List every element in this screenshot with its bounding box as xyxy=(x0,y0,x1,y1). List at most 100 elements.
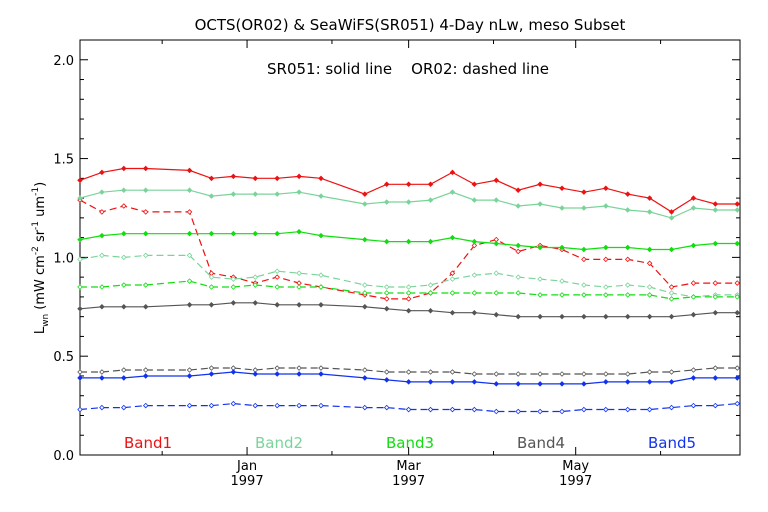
data-point xyxy=(449,406,456,413)
data-point xyxy=(537,181,543,188)
data-point xyxy=(646,209,653,215)
data-point xyxy=(537,276,543,282)
data-point xyxy=(121,254,127,261)
data-point xyxy=(274,371,280,377)
data-point xyxy=(142,402,149,409)
data-point xyxy=(624,313,631,320)
data-point xyxy=(734,280,741,286)
data-point xyxy=(208,402,215,409)
data-point xyxy=(427,369,434,375)
data-point xyxy=(624,256,631,263)
data-point xyxy=(537,244,543,251)
data-point xyxy=(603,256,609,263)
data-point xyxy=(142,187,149,193)
data-point xyxy=(99,369,105,375)
data-point xyxy=(362,191,368,197)
data-point xyxy=(668,313,675,320)
y-tick-label: 0.0 xyxy=(53,449,74,464)
data-point xyxy=(471,181,478,188)
data-point xyxy=(734,207,741,213)
data-point xyxy=(405,284,412,290)
data-point xyxy=(230,400,237,407)
data-point xyxy=(77,305,83,312)
data-point xyxy=(603,244,609,251)
data-point xyxy=(427,238,434,245)
data-point xyxy=(581,292,587,298)
data-point xyxy=(274,284,280,290)
data-point xyxy=(405,307,412,314)
data-point xyxy=(383,238,390,245)
data-point xyxy=(712,365,719,371)
data-point xyxy=(493,311,500,318)
data-point xyxy=(581,189,587,195)
data-point xyxy=(537,201,543,207)
data-point xyxy=(208,371,215,377)
plot-area-border xyxy=(79,39,741,456)
data-point xyxy=(77,177,83,184)
series-layer xyxy=(77,165,741,415)
legend-entry-band3: Band3 xyxy=(386,434,434,452)
y-axis-label-exp-3: -1 xyxy=(31,187,41,196)
data-point xyxy=(99,304,105,310)
data-point xyxy=(274,274,280,280)
data-point xyxy=(99,284,105,290)
data-point xyxy=(690,195,697,201)
data-point xyxy=(449,369,456,375)
data-point xyxy=(230,284,237,290)
data-point xyxy=(559,292,565,298)
data-point xyxy=(449,169,456,176)
data-point xyxy=(252,282,259,288)
data-point xyxy=(99,189,105,195)
data-point xyxy=(318,232,324,239)
data-point xyxy=(208,175,215,182)
data-point xyxy=(668,369,675,375)
legend-entry-band4: Band4 xyxy=(517,434,565,452)
data-point xyxy=(603,406,609,413)
data-point xyxy=(230,173,237,180)
data-point xyxy=(427,181,434,188)
data-point xyxy=(515,313,521,320)
data-point xyxy=(186,187,193,193)
data-point xyxy=(318,175,324,182)
data-point xyxy=(142,373,149,379)
data-point xyxy=(405,199,412,205)
data-point xyxy=(624,207,631,213)
data-point xyxy=(449,189,456,195)
data-point xyxy=(581,313,587,320)
y-tick-label: 1.5 xyxy=(53,153,74,168)
data-point xyxy=(493,371,500,377)
data-point xyxy=(296,302,302,308)
data-point xyxy=(537,371,543,377)
data-point xyxy=(712,201,719,207)
data-point xyxy=(99,209,105,215)
data-point xyxy=(603,284,609,290)
data-point xyxy=(208,302,215,308)
y-tick-label: 0.5 xyxy=(53,350,74,365)
data-point xyxy=(427,197,434,203)
data-point xyxy=(383,404,390,411)
data-point xyxy=(603,292,609,298)
data-point xyxy=(405,181,412,188)
data-point xyxy=(318,193,324,199)
data-point xyxy=(77,375,83,381)
data-point xyxy=(77,369,83,375)
data-point xyxy=(383,296,390,302)
data-point xyxy=(559,244,565,251)
data-point xyxy=(559,408,565,415)
x-tick-label-month: Mar xyxy=(396,459,421,474)
data-point xyxy=(449,290,456,296)
data-point xyxy=(362,375,368,381)
data-point xyxy=(186,402,193,409)
data-point xyxy=(186,209,193,215)
data-point xyxy=(690,294,697,300)
data-point xyxy=(99,169,105,176)
data-point xyxy=(230,191,237,197)
data-point xyxy=(252,300,259,306)
data-point xyxy=(186,373,193,379)
data-point xyxy=(383,369,390,375)
data-point xyxy=(230,369,237,375)
series-line-band4-dashed xyxy=(80,367,738,375)
data-point xyxy=(559,381,565,387)
data-point xyxy=(296,189,302,195)
